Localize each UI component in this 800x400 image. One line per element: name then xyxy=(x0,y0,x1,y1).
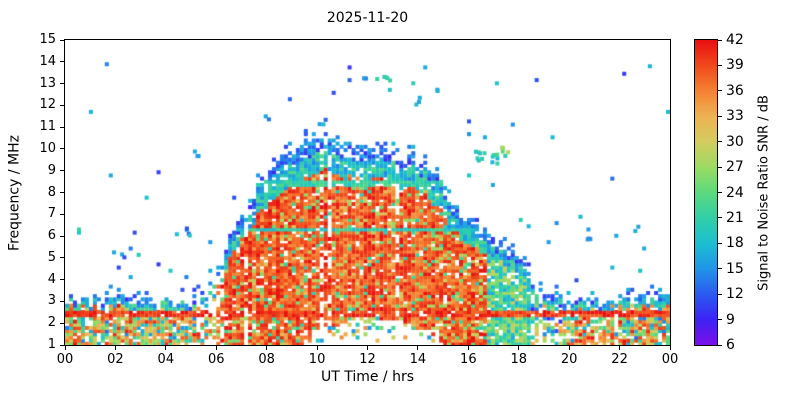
colorbar-tick-mark xyxy=(718,64,722,66)
x-tick-mark xyxy=(64,346,66,350)
y-tick-label: 9 xyxy=(47,162,56,178)
colorbar-tick-label: 18 xyxy=(726,235,744,252)
x-tick-mark xyxy=(669,346,671,350)
colorbar-tick-mark xyxy=(718,39,722,41)
y-tick-label: 15 xyxy=(39,32,56,47)
colorbar-tick-mark xyxy=(718,344,722,346)
y-tick-label: 2 xyxy=(47,315,56,331)
colorbar-tick-label: 33 xyxy=(726,108,744,125)
x-tick-label: 18 xyxy=(510,352,528,367)
x-tick-mark xyxy=(619,346,621,350)
y-tick-label: 5 xyxy=(47,249,56,265)
y-tick-mark xyxy=(60,192,64,193)
x-axis-label: UT Time / hrs xyxy=(320,369,415,385)
colorbar-tick-label: 24 xyxy=(726,184,744,201)
x-tick-mark xyxy=(114,346,116,350)
x-tick-mark xyxy=(266,346,268,350)
x-tick-label: 16 xyxy=(460,352,477,367)
colorbar-tick-mark xyxy=(718,319,722,321)
colorbar-tick-label: 15 xyxy=(726,260,744,277)
y-tick-mark xyxy=(60,104,64,106)
colorbar-tick-label: 36 xyxy=(726,82,744,99)
y-tick-label: 6 xyxy=(47,228,56,244)
y-tick-mark xyxy=(60,126,64,128)
x-tick-mark xyxy=(165,346,167,350)
colorbar-tick-label: 21 xyxy=(726,209,744,226)
x-tick-mark xyxy=(215,346,217,350)
x-tick-label: 00 xyxy=(661,352,679,367)
y-tick-label: 10 xyxy=(39,140,56,156)
y-tick-mark xyxy=(60,213,64,215)
y-tick-mark xyxy=(60,61,64,63)
y-tick-mark xyxy=(60,344,64,346)
y-tick-mark xyxy=(60,322,64,324)
colorbar xyxy=(694,39,718,346)
colorbar-tick-label: 39 xyxy=(726,57,744,74)
x-tick-label: 08 xyxy=(258,352,275,367)
x-tick-label: 20 xyxy=(560,352,578,367)
x-tick-label: 14 xyxy=(409,352,427,367)
y-tick-mark xyxy=(60,300,64,302)
colorbar-tick-mark xyxy=(718,115,722,117)
x-tick-mark xyxy=(316,346,318,350)
colorbar-tick-mark xyxy=(718,192,722,193)
colorbar-tick-mark xyxy=(718,90,722,92)
x-tick-label: 06 xyxy=(207,352,225,367)
y-tick-label: 13 xyxy=(39,75,56,91)
x-tick-mark xyxy=(367,346,368,350)
y-tick-label: 12 xyxy=(39,97,56,113)
x-tick-mark xyxy=(518,346,520,350)
x-tick-label: 10 xyxy=(308,352,326,367)
y-tick-label: 3 xyxy=(47,293,56,309)
colorbar-tick-label: 9 xyxy=(726,311,735,328)
x-tick-label: 02 xyxy=(107,352,124,367)
colorbar-tick-mark xyxy=(718,293,722,295)
x-tick-mark xyxy=(467,346,469,350)
x-tick-label: 04 xyxy=(157,352,175,367)
colorbar-tick-label: 42 xyxy=(726,32,744,48)
x-tick-label: 22 xyxy=(611,352,628,367)
y-tick-mark xyxy=(60,39,64,41)
y-tick-mark xyxy=(60,257,64,259)
colorbar-tick-mark xyxy=(718,217,722,219)
plot-area xyxy=(64,39,671,346)
y-tick-mark xyxy=(60,235,64,237)
y-tick-mark xyxy=(60,148,64,150)
y-tick-mark xyxy=(60,170,64,172)
y-tick-label: 14 xyxy=(39,53,56,69)
x-tick-label: 00 xyxy=(56,352,74,367)
colorbar-tick-mark xyxy=(718,166,722,168)
y-tick-label: 8 xyxy=(47,184,56,200)
heatmap-canvas xyxy=(65,40,670,345)
colorbar-tick-mark xyxy=(718,141,722,143)
colorbar-tick-mark xyxy=(718,242,722,244)
colorbar-tick-mark xyxy=(718,268,722,270)
y-tick-label: 7 xyxy=(47,206,56,222)
x-tick-mark xyxy=(568,346,570,350)
x-tick-label: 12 xyxy=(359,352,376,367)
y-tick-mark xyxy=(60,279,64,281)
chart-title: 2025-11-20 xyxy=(326,10,409,26)
colorbar-tick-label: 30 xyxy=(726,133,744,150)
y-tick-label: 11 xyxy=(39,119,56,135)
y-tick-label: 4 xyxy=(47,271,56,287)
colorbar-tick-label: 27 xyxy=(726,159,744,176)
colorbar-canvas xyxy=(695,40,717,345)
y-tick-label: 1 xyxy=(47,337,56,352)
colorbar-tick-label: 6 xyxy=(726,337,735,353)
colorbar-tick-label: 12 xyxy=(726,286,744,303)
y-tick-mark xyxy=(60,83,64,85)
x-tick-mark xyxy=(417,346,419,350)
